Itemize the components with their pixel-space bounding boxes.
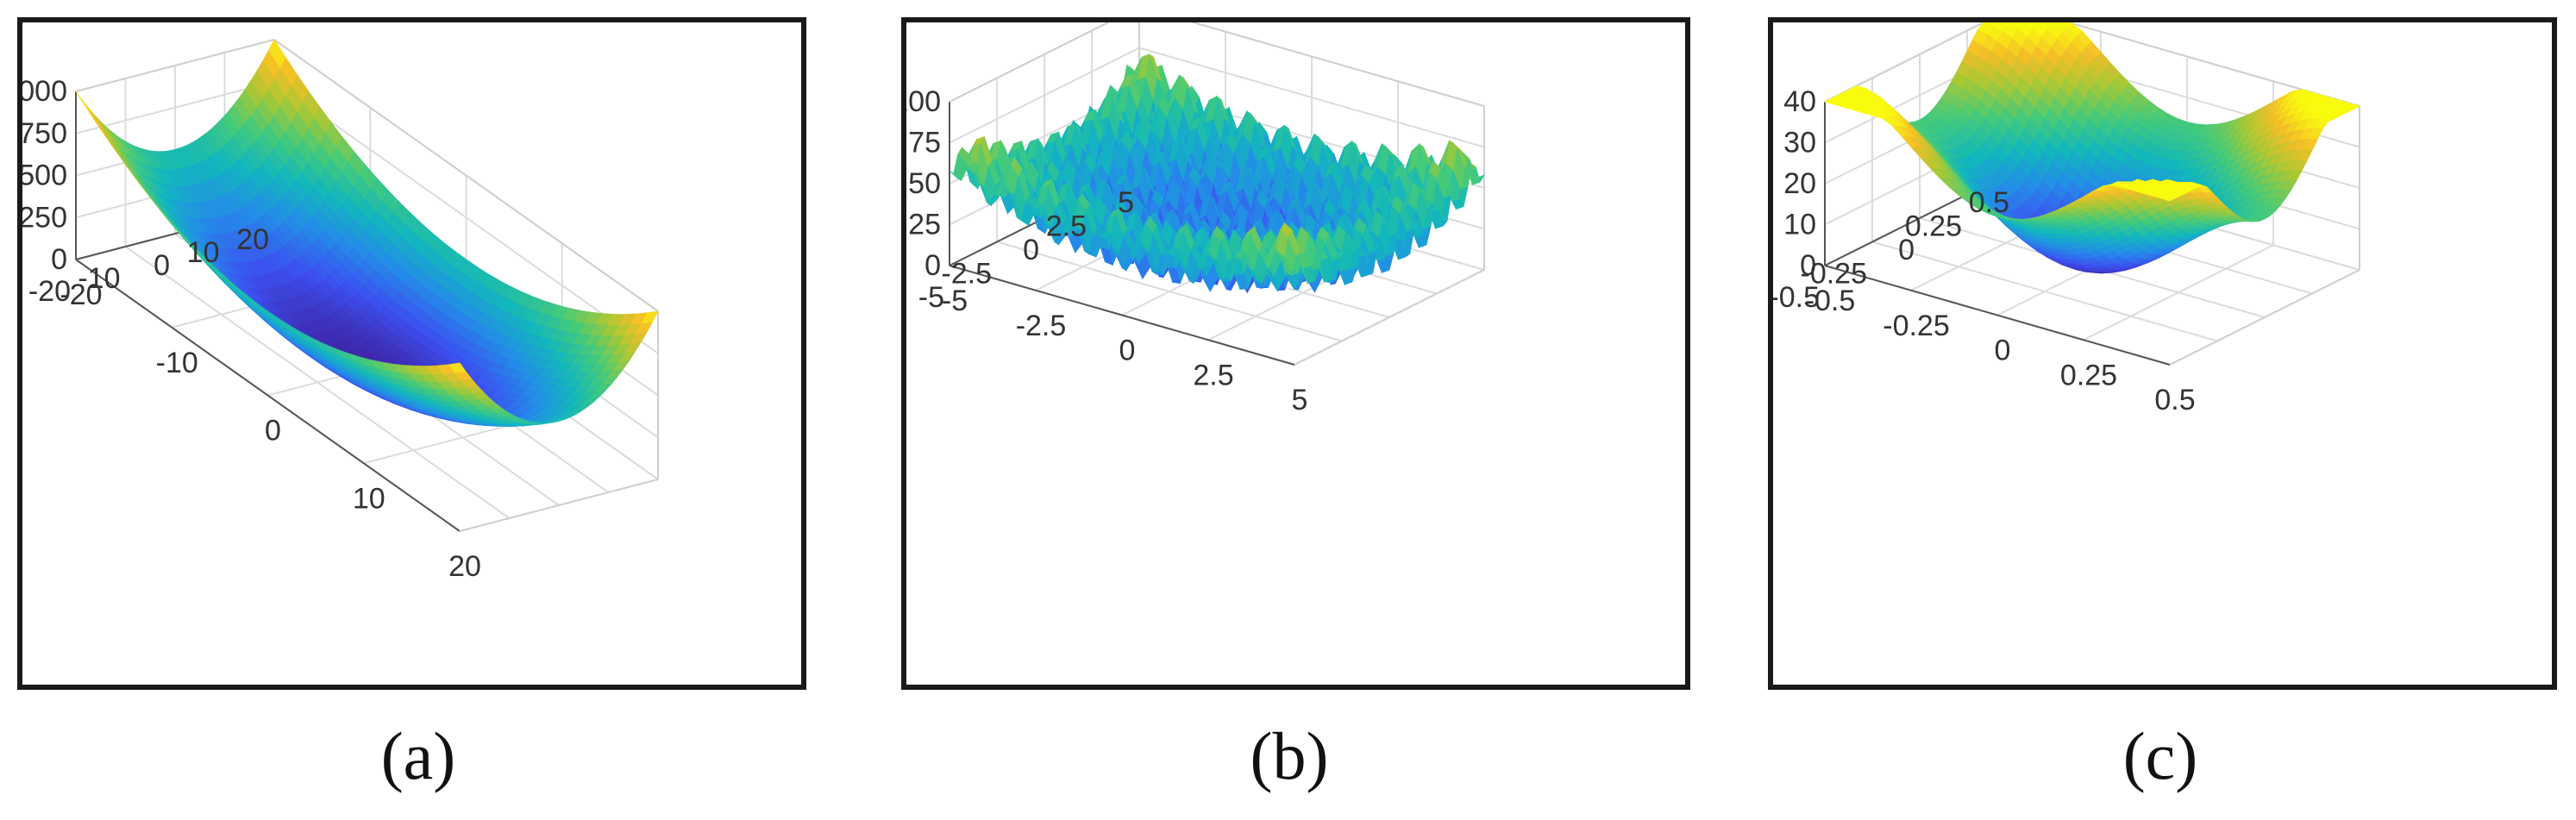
z-tick-label: 1000	[22, 75, 67, 108]
y-tick-label: -20	[28, 275, 71, 308]
caption-b: (b)	[1250, 718, 1329, 793]
y-tick-label: 0.5	[1969, 186, 2009, 219]
axis-line	[1189, 22, 1485, 107]
surface	[75, 39, 659, 427]
x-tick-label: -5	[942, 285, 968, 317]
z-tick-label: 50	[908, 167, 941, 200]
y-tick-label: -0.25	[1801, 258, 1868, 291]
axis-line	[75, 39, 275, 92]
z-tick-label: 25	[908, 209, 941, 241]
axis-line	[949, 265, 1295, 366]
caption-c: (c)	[2122, 718, 2198, 793]
y-tick-label: 0	[1023, 234, 1039, 266]
x-tick-label: 0.25	[2060, 359, 2117, 391]
surface	[1823, 22, 2361, 274]
y-tick-label: -0.5	[1773, 281, 1820, 314]
z-tick-label: 40	[1783, 85, 1816, 118]
y-tick-label: -5	[918, 281, 944, 314]
y-tick-label: 5	[1118, 186, 1134, 219]
grid-line-z-back	[273, 80, 659, 354]
z-tick-label: 250	[22, 201, 67, 234]
grid-line-z-left	[75, 80, 275, 135]
x-tick-label: 0	[1119, 335, 1136, 367]
surface-plot-c: 010203040-0.5-0.2500.250.5-0.5-0.2500.25…	[1773, 22, 2361, 416]
x-tick-label: -0.25	[1883, 310, 1950, 342]
surface-patch	[75, 91, 94, 118]
z-tick-label: 0	[51, 243, 67, 276]
y-tick-label: 2.5	[1046, 210, 1087, 243]
axis-line	[1824, 265, 2171, 366]
y-tick-label: 0	[1898, 234, 1915, 266]
y-tick-label: -10	[78, 262, 120, 295]
z-tick-label: 30	[1783, 127, 1816, 160]
z-tick-label: 0	[924, 249, 941, 282]
x-tick-label: 0	[265, 415, 281, 448]
z-tick-label: 750	[22, 117, 67, 150]
axis-line	[75, 259, 461, 532]
z-tick-label: 10	[1783, 209, 1816, 241]
tick-labels: 010203040-0.5-0.2500.250.5-0.5-0.2500.25…	[1773, 85, 2196, 416]
z-tick-label: 0	[1800, 249, 1816, 282]
x-tick-label: 0.5	[2154, 384, 2195, 416]
x-tick-label: 5	[1292, 384, 1308, 416]
x-tick-label: -0.5	[1805, 285, 1856, 317]
chart-panel-b: 0255075100-5-2.502.55-5-2.502.55	[901, 17, 1690, 690]
axis-lines	[949, 22, 1485, 366]
axis-line	[2169, 269, 2360, 366]
x-tick-label: 0	[1995, 335, 2011, 367]
y-tick-label: 0	[154, 249, 170, 282]
axis-line	[459, 479, 659, 532]
y-tick-label: 0.25	[1905, 210, 1962, 243]
y-tick-label: 20	[236, 223, 269, 256]
grid-line-y-floor	[124, 246, 511, 519]
y-tick-label: 10	[187, 236, 220, 269]
grid-line-y-floor	[1871, 241, 2218, 342]
grid-line-z-left	[949, 47, 1140, 144]
grid-line-z-back	[1138, 47, 1485, 148]
z-tick-label: 100	[906, 85, 941, 118]
surface	[949, 53, 1485, 294]
surface-patch	[1823, 98, 1841, 105]
axis-lines	[75, 39, 659, 532]
z-tick-label: 20	[1783, 167, 1816, 200]
z-tick-label: 500	[22, 160, 67, 192]
x-tick-label: -10	[156, 347, 198, 379]
x-tick-label: 20	[448, 550, 481, 583]
x-tick-label: -20	[60, 279, 102, 311]
z-tick-label: 75	[908, 127, 941, 160]
grid-line-y-floor	[996, 241, 1343, 342]
chart-panel-c: 0 10 20 30 40 -0.5 -0.25 0 0.25 0.5 -0.5 -0.25 0 0.25…	[1768, 17, 2557, 690]
axis-line	[949, 22, 1111, 103]
tick-labels: 0255075100-5-2.502.55-5-2.502.55	[906, 85, 1307, 416]
axis-line	[273, 39, 659, 312]
y-tick-label: -2.5	[941, 258, 992, 291]
x-tick-label: 2.5	[1193, 359, 1233, 391]
x-tick-label: 10	[353, 482, 385, 515]
surface-patch	[949, 170, 962, 181]
axis-line	[1294, 269, 1485, 366]
surface-plot-b: 0255075100-5-2.502.55-5-2.502.55	[906, 22, 1485, 416]
x-tick-label: -2.5	[1016, 310, 1067, 342]
caption-a: (a)	[380, 718, 456, 793]
